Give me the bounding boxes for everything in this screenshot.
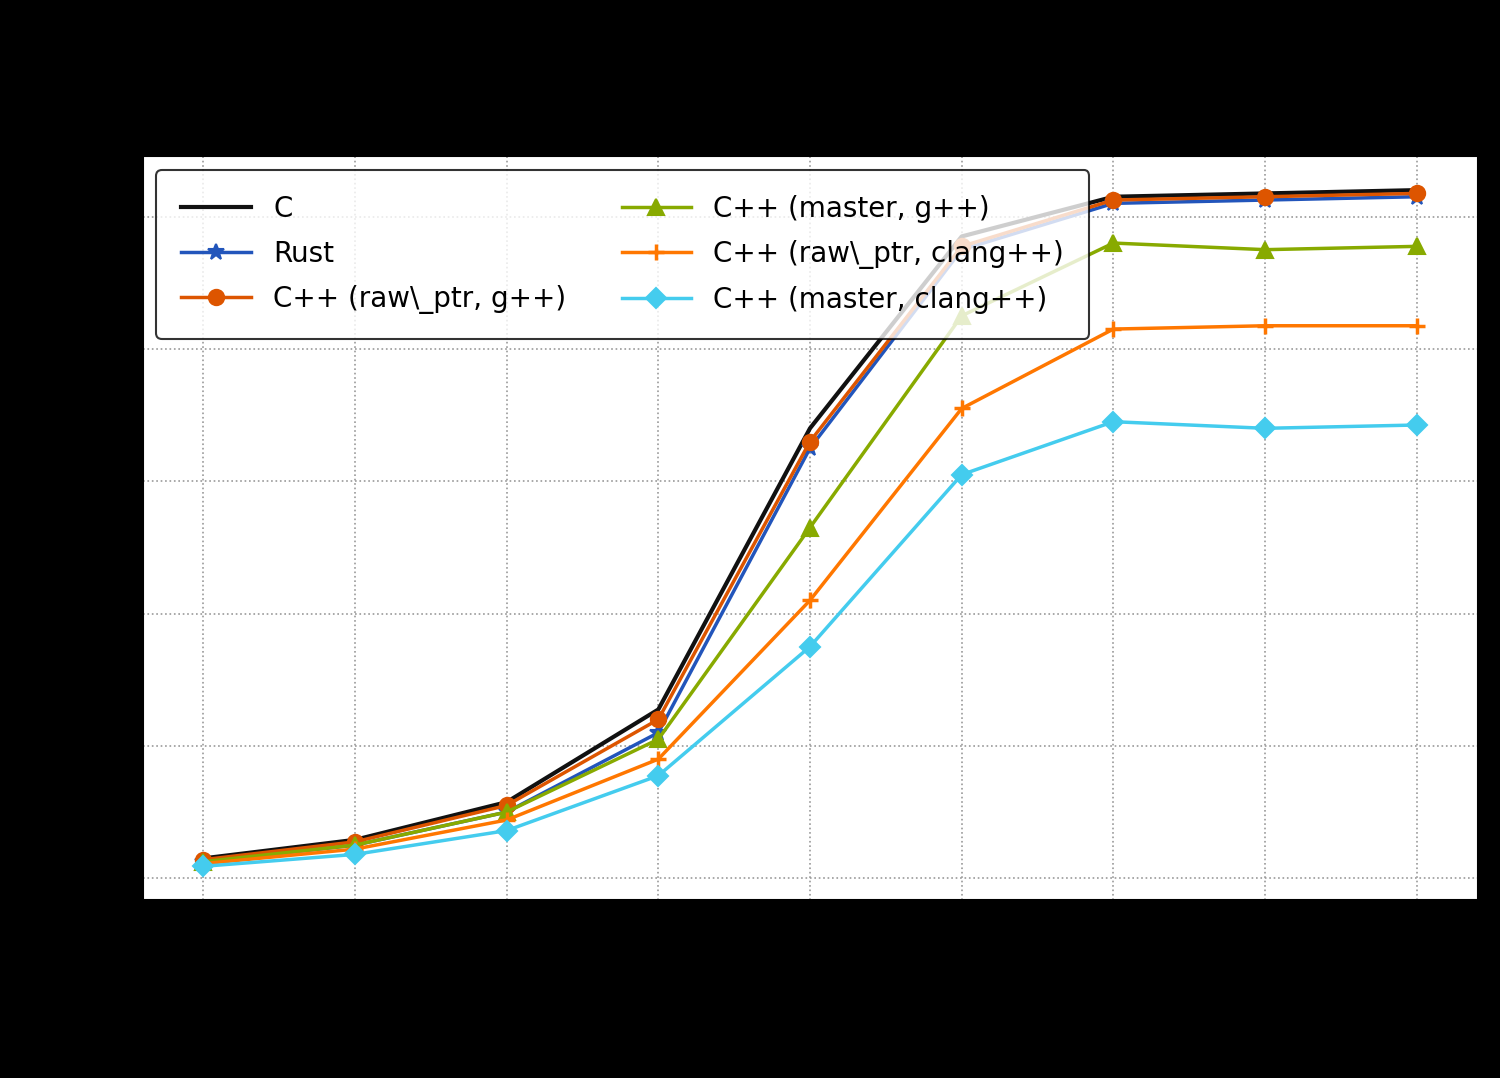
C++ (raw\_ptr, g++) bbox=[498, 799, 516, 812]
C++ (raw\_ptr, clang++) bbox=[1104, 322, 1122, 335]
C bbox=[498, 796, 516, 808]
C bbox=[801, 421, 819, 434]
C++ (master, g++) bbox=[1256, 244, 1274, 257]
C++ (master, g++) bbox=[194, 855, 211, 868]
C++ (master, clang++) bbox=[650, 770, 668, 783]
C++ (master, clang++) bbox=[801, 640, 819, 653]
C bbox=[1256, 186, 1274, 199]
Line: C++ (master, g++): C++ (master, g++) bbox=[195, 235, 1425, 869]
Rust bbox=[801, 442, 819, 455]
Legend: C, Rust, C++ (raw\_ptr, g++), C++ (master, g++), C++ (raw\_ptr, clang++), C++ (m: C, Rust, C++ (raw\_ptr, g++), C++ (maste… bbox=[156, 170, 1089, 338]
C++ (master, g++) bbox=[952, 309, 970, 322]
C++ (raw\_ptr, clang++) bbox=[1256, 319, 1274, 332]
C++ (raw\_ptr, clang++) bbox=[346, 843, 364, 856]
C++ (master, clang++) bbox=[952, 468, 970, 481]
C++ (master, clang++) bbox=[1408, 418, 1426, 431]
Rust bbox=[1408, 191, 1426, 204]
C bbox=[650, 703, 668, 716]
C++ (raw\_ptr, g++) bbox=[346, 835, 364, 848]
Line: Rust: Rust bbox=[195, 189, 1425, 870]
C bbox=[952, 230, 970, 243]
C++ (raw\_ptr, clang++) bbox=[498, 814, 516, 827]
C++ (raw\_ptr, g++) bbox=[801, 436, 819, 448]
Rust bbox=[650, 727, 668, 740]
Rust bbox=[194, 855, 211, 868]
C++ (raw\_ptr, clang++) bbox=[801, 594, 819, 607]
Line: C++ (raw\_ptr, g++): C++ (raw\_ptr, g++) bbox=[195, 185, 1425, 868]
C++ (raw\_ptr, clang++) bbox=[650, 752, 668, 765]
C++ (raw\_ptr, clang++) bbox=[952, 402, 970, 415]
C++ (raw\_ptr, g++) bbox=[1256, 191, 1274, 204]
C++ (raw\_ptr, g++) bbox=[650, 713, 668, 725]
Line: C++ (raw\_ptr, clang++): C++ (raw\_ptr, clang++) bbox=[195, 317, 1425, 872]
C bbox=[194, 852, 211, 865]
C++ (master, g++) bbox=[1104, 236, 1122, 249]
C bbox=[346, 833, 364, 846]
C++ (master, g++) bbox=[346, 839, 364, 852]
C++ (raw\_ptr, g++) bbox=[194, 853, 211, 866]
C++ (raw\_ptr, g++) bbox=[952, 240, 970, 253]
C++ (master, g++) bbox=[650, 733, 668, 746]
C++ (master, clang++) bbox=[1256, 421, 1274, 434]
C bbox=[1104, 191, 1122, 204]
C++ (master, clang++) bbox=[498, 824, 516, 837]
Rust bbox=[952, 244, 970, 257]
Rust bbox=[1104, 197, 1122, 210]
Rust bbox=[1256, 194, 1274, 207]
C++ (raw\_ptr, clang++) bbox=[1408, 319, 1426, 332]
C bbox=[1408, 183, 1426, 196]
C++ (raw\_ptr, g++) bbox=[1104, 194, 1122, 207]
Line: C: C bbox=[202, 190, 1418, 858]
C++ (master, g++) bbox=[801, 521, 819, 534]
C++ (raw\_ptr, clang++) bbox=[194, 857, 211, 870]
Rust bbox=[498, 805, 516, 818]
C++ (master, clang++) bbox=[346, 848, 364, 861]
C++ (master, g++) bbox=[1408, 240, 1426, 253]
C++ (raw\_ptr, g++) bbox=[1408, 186, 1426, 199]
Rust bbox=[346, 839, 364, 852]
C++ (master, g++) bbox=[498, 805, 516, 818]
Line: C++ (master, clang++): C++ (master, clang++) bbox=[196, 415, 1424, 873]
C++ (master, clang++) bbox=[194, 860, 211, 873]
C++ (master, clang++) bbox=[1104, 415, 1122, 428]
